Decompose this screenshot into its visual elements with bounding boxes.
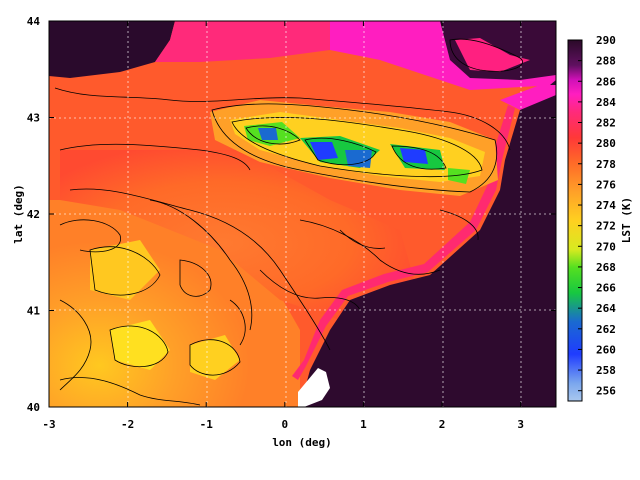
y-tick-label: 44	[27, 15, 41, 28]
colorbar-tick-label: 262	[596, 323, 616, 336]
maestrazgo-heights	[190, 335, 240, 380]
colorbar	[567, 39, 583, 402]
y-tick-label: 41	[27, 305, 41, 318]
pyrenees-peak-far-east	[448, 168, 470, 184]
pyrenees-summit-2	[345, 150, 372, 168]
x-tick-label: 0	[282, 418, 289, 431]
x-axis-title: lon (deg)	[272, 436, 332, 449]
colorbar-tick-label: 266	[596, 282, 616, 295]
y-tick-labels: 40 41 42 43 44	[27, 15, 41, 414]
sea-bay-of-biscay	[49, 21, 175, 78]
y-axis-title: lat (deg)	[12, 184, 25, 244]
colorbar-tick-label: 274	[596, 199, 616, 212]
x-tick-labels: -3 -2 -1 0 1 2 3	[42, 418, 524, 431]
colorbar-tick-label: 282	[596, 117, 616, 130]
y-tick-label: 40	[27, 401, 40, 414]
colorbar-tick-label: 256	[596, 385, 616, 398]
x-tick-label: 3	[517, 418, 524, 431]
iberian-system-north	[90, 240, 160, 300]
pyrenees-summit-3	[400, 148, 428, 164]
iberian-system-south	[110, 320, 170, 370]
contour-lines	[54, 38, 523, 406]
colorbar-tick-label: 286	[596, 75, 616, 88]
colorbar-tick-label: 276	[596, 178, 616, 191]
northeast-coast	[500, 85, 556, 110]
x-tick-label: 2	[439, 418, 446, 431]
colorbar-ticks: 256 258 260 262 264 266 268 270 272 274 276 278 280 2…	[578, 34, 616, 398]
colorbar-tick-label: 270	[596, 240, 616, 253]
map-layer	[49, 21, 556, 407]
camargue-land	[455, 38, 530, 72]
pyrenees-summit-4	[258, 128, 278, 140]
pyrenees-summit-1	[310, 142, 338, 160]
colorbar-tick-label: 280	[596, 137, 616, 150]
y-tick-marks	[49, 20, 556, 408]
ebro-basin-region	[60, 150, 420, 320]
colorbar-tick-label: 278	[596, 158, 616, 171]
colorbar-tick-label: 258	[596, 364, 616, 377]
colorbar-tick-label: 264	[596, 302, 616, 315]
colorbar-tick-label: 290	[596, 34, 616, 47]
y-tick-label: 43	[27, 112, 40, 125]
x-tick-marks	[48, 21, 522, 407]
y-tick-label: 42	[27, 208, 40, 221]
colorbar-tick-label: 288	[596, 55, 616, 68]
x-tick-label: -3	[42, 418, 55, 431]
x-tick-label: 1	[360, 418, 367, 431]
missing-data-patch	[298, 368, 330, 407]
colorbar-title: LST (K)	[620, 197, 633, 243]
grid-lines	[49, 21, 556, 407]
colorbar-tick-label: 268	[596, 261, 616, 274]
sea-mediterranean	[300, 80, 556, 407]
x-tick-label: -2	[121, 418, 134, 431]
colorbar-tick-label: 272	[596, 220, 616, 233]
colorbar-tick-label: 260	[596, 343, 616, 356]
x-tick-label: -1	[200, 418, 214, 431]
colorbar-tick-label: 284	[596, 96, 616, 109]
